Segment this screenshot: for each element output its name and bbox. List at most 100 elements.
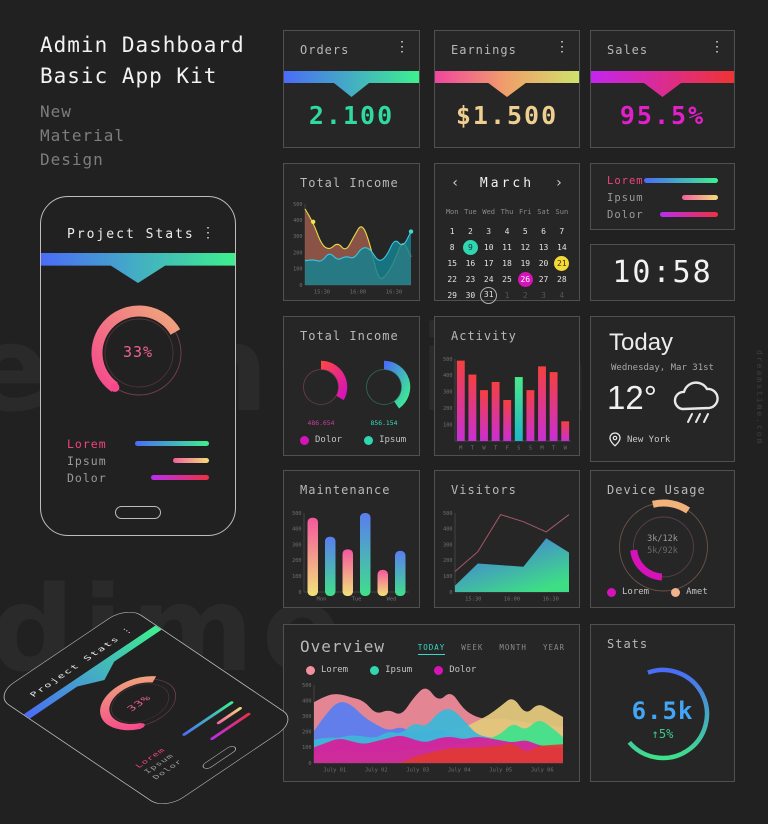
- calendar-day[interactable]: 3: [541, 291, 546, 300]
- phone-legend-bar-dolor: [151, 475, 209, 480]
- project-stats-donut-chart: [91, 305, 182, 396]
- app-subtitle-1: New: [40, 102, 72, 121]
- svg-text:500: 500: [293, 202, 302, 208]
- kebab-menu-icon[interactable]: ⋮: [555, 39, 569, 55]
- svg-text:300: 300: [292, 542, 301, 548]
- calendar-day[interactable]: 16: [465, 259, 476, 268]
- kebab-menu-icon[interactable]: ⋮: [395, 39, 409, 55]
- overview-title: Overview: [300, 637, 386, 656]
- calendar-day[interactable]: 4: [559, 291, 565, 300]
- visitors-title: Visitors: [451, 483, 517, 497]
- calendar-day[interactable]: 25: [502, 275, 512, 284]
- stats-value: 6.5k: [631, 697, 694, 725]
- kebab-menu-icon[interactable]: ⋮: [710, 39, 724, 55]
- calendar-day[interactable]: 9: [462, 240, 478, 255]
- tab-month[interactable]: MONTH: [499, 643, 527, 652]
- svg-text:400: 400: [443, 373, 452, 379]
- calendar-day[interactable]: 23: [465, 275, 476, 284]
- calendar-day[interactable]: 20: [538, 259, 549, 268]
- visitors-card: Visitors 0 100 200 300 400 500 15:30 16:00 16:30: [434, 470, 580, 608]
- app-subtitle-3: Design: [40, 150, 104, 169]
- svg-text:100: 100: [292, 574, 301, 580]
- orders-value: 2.100: [308, 101, 395, 130]
- donut-legend-dolor-label: Dolor: [315, 435, 343, 445]
- svg-text:M: M: [459, 446, 463, 452]
- calendar-day[interactable]: 4: [504, 227, 510, 236]
- svg-text:T: T: [552, 446, 556, 452]
- legend-label-ipsum: Ipsum: [607, 191, 644, 204]
- kebab-menu-icon[interactable]: ⋮: [201, 225, 215, 241]
- phone-screen-title: Project Stats: [67, 227, 195, 242]
- stats-title: Stats: [607, 637, 649, 651]
- svg-text:16:00: 16:00: [350, 290, 366, 296]
- phone-home-button[interactable]: [115, 506, 161, 519]
- calendar-prev-icon[interactable]: ‹: [451, 175, 460, 191]
- svg-text:300: 300: [443, 542, 452, 548]
- magenta-dot-icon: [434, 665, 444, 675]
- svg-text:0: 0: [298, 590, 301, 596]
- calendar-day[interactable]: 8: [449, 243, 455, 252]
- tab-today[interactable]: TODAY: [417, 643, 446, 655]
- legend-row-dolor: Dolor: [607, 206, 718, 223]
- calendar-day[interactable]: 13: [538, 243, 549, 252]
- svg-text:M: M: [540, 446, 544, 452]
- earnings-value: $1.500: [455, 101, 559, 130]
- calendar-day[interactable]: 15: [447, 259, 457, 268]
- calendar-day[interactable]: 22: [447, 275, 457, 284]
- calendar-day[interactable]: 7: [559, 227, 565, 236]
- isometric-phone-mockup: Project Stats ⋮ 33% Lorem Ipsum Dolor: [0, 605, 298, 811]
- total-income-area-card: Total Income 0 100 200 300 400 500 15:30 16:00 1…: [283, 163, 420, 301]
- calendar-day[interactable]: 1: [504, 291, 510, 300]
- calendar-day[interactable]: 14: [557, 243, 567, 252]
- svg-text:400: 400: [302, 698, 311, 704]
- maintenance-title: Maintenance: [300, 483, 391, 497]
- calendar-day[interactable]: 12: [520, 243, 531, 252]
- calendar-day[interactable]: 11: [502, 243, 512, 252]
- legend-row-lorem: Lorem: [607, 172, 718, 189]
- device-usage-chart: [619, 499, 708, 592]
- calendar-day[interactable]: 18: [502, 259, 512, 268]
- app-subtitle-2: Material: [40, 126, 126, 145]
- legend-bar-lorem: [644, 178, 718, 183]
- activity-chart: 100 200 300 400 500 M T W T F S S M T W: [443, 357, 571, 452]
- calendar-day[interactable]: 19: [520, 259, 531, 268]
- calendar-day[interactable]: 2: [468, 227, 473, 236]
- tab-week[interactable]: WEEK: [461, 643, 484, 652]
- teal-dot-icon: [364, 435, 374, 445]
- svg-text:W: W: [482, 446, 486, 452]
- earnings-card-title: Earnings: [451, 43, 517, 57]
- activity-card: Activity 100 200 300 400 500 M T W T F S S M T W: [434, 316, 580, 456]
- phone-legend-dolor-label: Dolor: [150, 757, 185, 781]
- svg-text:T: T: [494, 446, 498, 452]
- calendar-next-icon[interactable]: ›: [554, 175, 563, 191]
- calendar-day[interactable]: 1: [449, 227, 455, 236]
- svg-text:500: 500: [443, 357, 452, 363]
- magenta-dot-icon: [607, 587, 616, 597]
- calendar-day[interactable]: 21: [554, 256, 570, 271]
- calendar-day[interactable]: 24: [483, 275, 494, 284]
- calendar-day[interactable]: 31: [480, 287, 498, 304]
- calendar-grid: Mon Tue Wed Thu Fri Sat Sun 1 2 3 4 5 6 7 8 9 10 11 12 13 14…: [443, 204, 571, 304]
- svg-text:16:30: 16:30: [543, 597, 559, 603]
- overview-legend-dolor: Dolor: [449, 665, 477, 675]
- calendar-day[interactable]: 2: [522, 291, 528, 300]
- phone-legend-ipsum: Ipsum: [67, 452, 209, 469]
- calendar-day[interactable]: 28: [557, 275, 567, 284]
- calendar-day[interactable]: 10: [483, 243, 494, 252]
- phone-banner-ribbon: [23, 625, 170, 724]
- calendar-day[interactable]: 29: [447, 291, 457, 300]
- calendar-day[interactable]: 6: [541, 227, 546, 236]
- calendar-day[interactable]: 30: [465, 291, 476, 300]
- calendar-day[interactable]: 27: [538, 275, 549, 284]
- legend-bar-dolor: [660, 212, 718, 217]
- svg-text:July 06: July 06: [531, 768, 554, 774]
- calendar-day[interactable]: 17: [483, 259, 494, 268]
- calendar-day[interactable]: 26: [517, 272, 533, 287]
- tab-year[interactable]: YEAR: [542, 643, 565, 652]
- svg-text:100: 100: [302, 745, 311, 751]
- calendar-day-name: Sat: [537, 208, 550, 216]
- svg-text:300: 300: [302, 714, 311, 720]
- teal-dot-icon: [370, 665, 380, 675]
- calendar-day[interactable]: 5: [522, 227, 528, 236]
- calendar-day[interactable]: 3: [486, 227, 492, 236]
